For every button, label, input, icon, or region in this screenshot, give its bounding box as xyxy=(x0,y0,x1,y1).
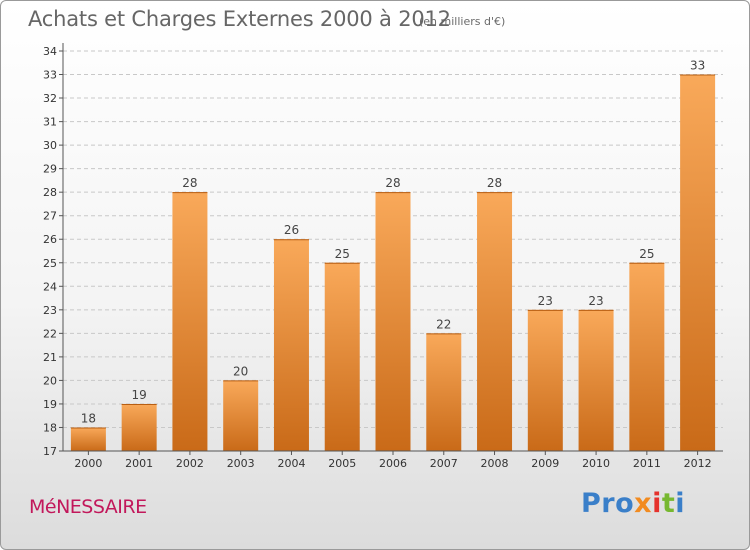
logo-letter-i: i xyxy=(652,488,662,519)
y-tick-label: 28 xyxy=(43,186,57,199)
labels: 17 18 19 20 21 22 23 24 25 26 27 28 29 30 31 32 33 34 18 20… xyxy=(43,45,712,470)
bar-value-label: 28 xyxy=(487,176,502,190)
x-tick-label: 2012 xyxy=(684,457,712,470)
bar xyxy=(172,192,208,452)
bar xyxy=(629,262,665,451)
y-tick-label: 31 xyxy=(43,116,57,129)
x-tick-label: 2009 xyxy=(531,457,559,470)
y-tick-label: 26 xyxy=(43,233,57,246)
bar xyxy=(324,262,360,451)
y-tick-label: 23 xyxy=(43,304,57,317)
bar-value-label: 25 xyxy=(639,247,654,261)
logo-letter-i2: i xyxy=(675,488,686,519)
y-tick-label: 27 xyxy=(43,210,57,223)
x-tick-label: 2005 xyxy=(328,457,356,470)
bar xyxy=(70,427,106,451)
y-tick-label: 33 xyxy=(43,69,57,82)
x-tick-label: 2000 xyxy=(74,457,102,470)
y-tick-label: 20 xyxy=(43,374,57,387)
bar-value-label: 25 xyxy=(335,247,350,261)
bar xyxy=(578,309,614,451)
y-tick-label: 19 xyxy=(43,398,57,411)
bar-value-label: 26 xyxy=(284,223,299,237)
y-tick-label: 32 xyxy=(43,92,57,105)
bar xyxy=(680,74,716,451)
bar-value-label: 22 xyxy=(436,317,451,331)
y-tick-label: 18 xyxy=(43,421,57,434)
y-tick-label: 21 xyxy=(43,351,57,364)
x-tick-label: 2007 xyxy=(430,457,458,470)
bar-value-label: 28 xyxy=(385,176,400,190)
bar xyxy=(527,309,563,451)
chart-title: Achats et Charges Externes 2000 à 2012 xyxy=(28,7,451,31)
place-name: MéNESSAIRE xyxy=(29,496,147,518)
y-tick-label: 34 xyxy=(43,45,57,58)
logo-letter-t: t xyxy=(661,488,676,519)
y-tick-label: 24 xyxy=(43,280,57,293)
y-tick-label: 17 xyxy=(43,445,57,458)
bar xyxy=(121,403,157,451)
axes xyxy=(59,43,723,455)
bar-value-label: 33 xyxy=(690,59,705,73)
bar-value-label: 23 xyxy=(588,294,603,308)
logo-letter-x: x xyxy=(634,488,653,519)
y-tick-label: 29 xyxy=(43,163,57,176)
x-tick-label: 2004 xyxy=(277,457,305,470)
y-tick-label: 22 xyxy=(43,327,57,340)
proxiti-logo: Proxiti xyxy=(581,488,685,519)
y-tick-label: 25 xyxy=(43,257,57,270)
x-tick-label: 2010 xyxy=(582,457,610,470)
x-tick-label: 2011 xyxy=(633,457,661,470)
x-tick-label: 2008 xyxy=(481,457,509,470)
x-tick-label: 2002 xyxy=(176,457,204,470)
bar-value-label: 18 xyxy=(81,411,96,425)
bar xyxy=(273,239,309,451)
bar xyxy=(477,192,513,452)
x-tick-label: 2001 xyxy=(125,457,153,470)
bar xyxy=(375,192,411,452)
bar-value-label: 20 xyxy=(233,364,248,378)
bar xyxy=(223,380,259,451)
chart-unit: (en milliers d'€) xyxy=(419,15,506,28)
x-tick-label: 2003 xyxy=(227,457,255,470)
x-tick-label: 2006 xyxy=(379,457,407,470)
bars xyxy=(70,74,716,452)
bar-value-label: 28 xyxy=(182,176,197,190)
bar-value-label: 19 xyxy=(132,388,147,402)
bar xyxy=(426,333,462,451)
y-tick-label: 30 xyxy=(43,139,57,152)
bar-value-label: 23 xyxy=(538,294,553,308)
logo-letters-pro: Pro xyxy=(581,488,635,519)
